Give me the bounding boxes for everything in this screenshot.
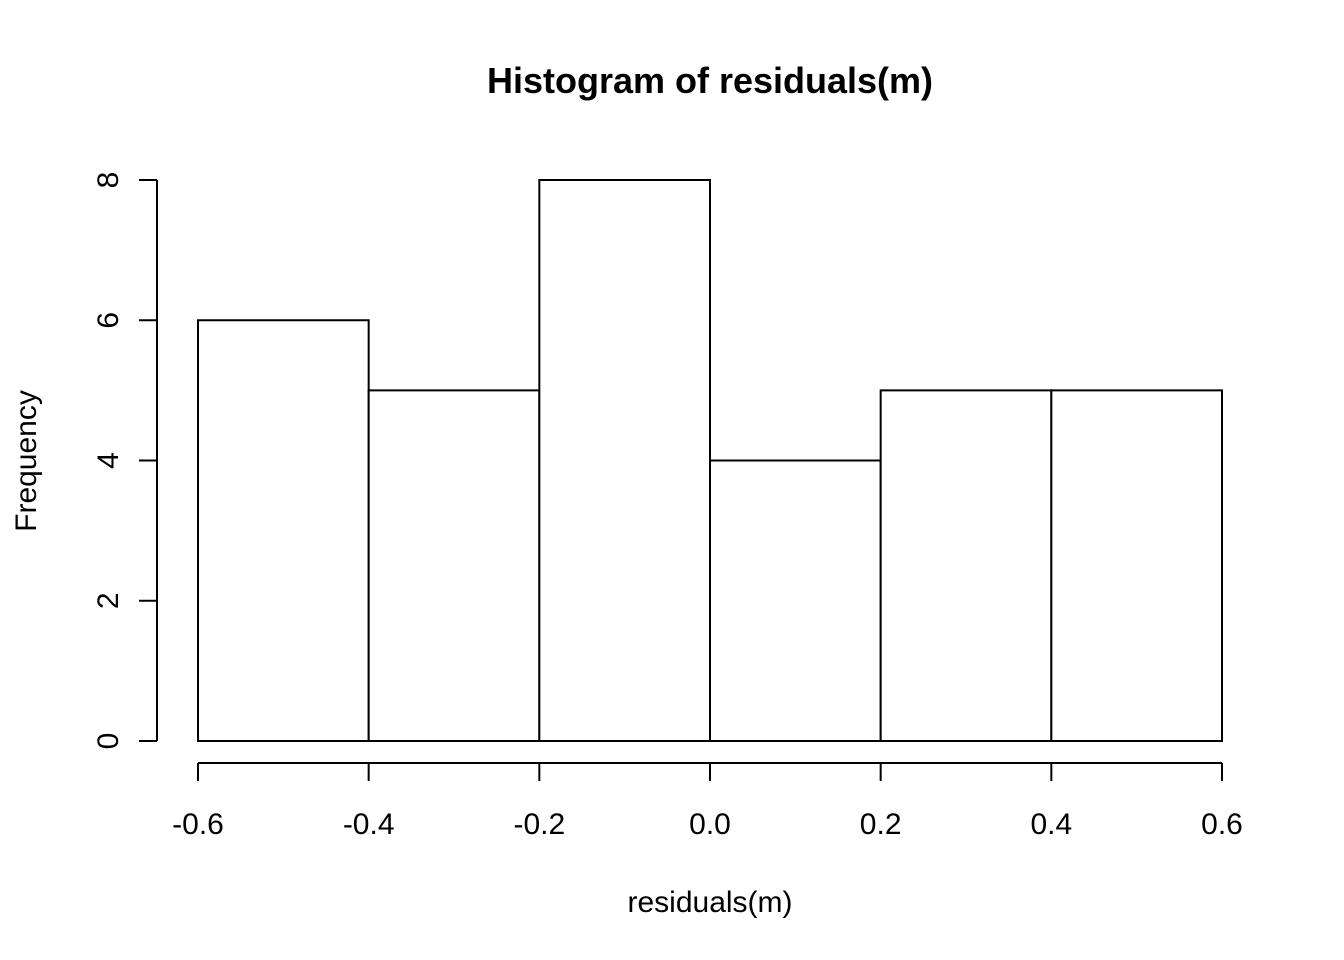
bars-group [197, 179, 1224, 742]
y-tick-label: 8 [92, 172, 125, 189]
x-tick-label: 0.2 [860, 808, 902, 841]
x-tick-label: 0.6 [1201, 808, 1243, 841]
y-tick-label: 4 [92, 452, 125, 469]
x-tick-label: -0.4 [343, 808, 395, 841]
y-tick-label: 2 [92, 592, 125, 609]
histogram-bar [197, 319, 370, 742]
x-axis-label: residuals(m) [627, 886, 792, 919]
y-tick-label: 6 [92, 312, 125, 329]
histogram-bar [367, 389, 541, 742]
histogram-bar [879, 389, 1053, 742]
histogram-bar [538, 179, 711, 742]
histogram-bar [709, 459, 882, 742]
histogram-bar [1050, 389, 1224, 742]
y-tick-label: 0 [92, 733, 125, 750]
x-tick-label: 0.0 [689, 808, 731, 841]
x-tick-label: 0.4 [1030, 808, 1072, 841]
y-axis-label: Frequency [10, 390, 43, 532]
y-axis: 0 2 4 6 8 [92, 172, 158, 750]
chart-title: Histogram of residuals(m) [487, 60, 933, 101]
x-tick-label: -0.6 [172, 808, 224, 841]
x-axis: -0.6 -0.4 -0.2 0.0 0.2 0.4 0.6 [172, 762, 1243, 841]
x-tick-label: -0.2 [513, 808, 565, 841]
